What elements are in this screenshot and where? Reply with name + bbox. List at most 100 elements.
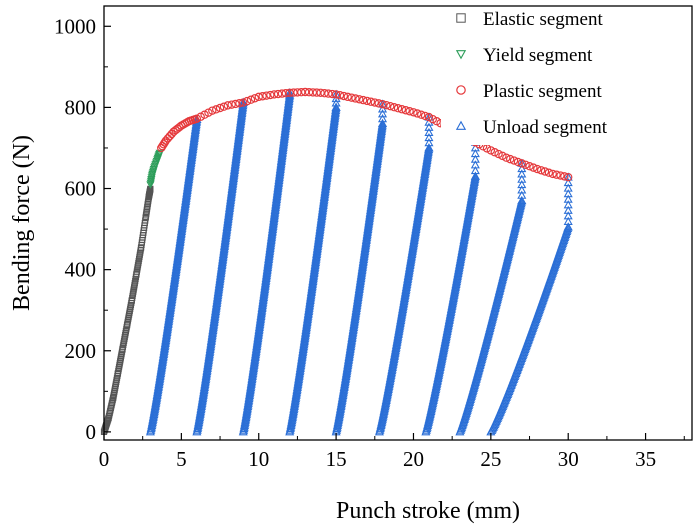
unload-point	[377, 120, 387, 129]
plastic-point	[382, 100, 391, 110]
plastic-point	[486, 146, 496, 155]
plastic-point	[239, 98, 248, 107]
plastic-point	[533, 164, 542, 174]
y-tick-label: 0	[86, 420, 97, 444]
unload-point	[424, 143, 434, 152]
plastic-point	[529, 163, 538, 172]
unload-point	[517, 174, 527, 183]
plastic-point	[273, 89, 283, 99]
plastic-point	[208, 106, 217, 115]
plot-frame	[103, 5, 693, 441]
plastic-point	[351, 94, 360, 103]
unload-point	[377, 114, 388, 123]
unload-point	[470, 165, 480, 175]
unload-point	[563, 211, 573, 220]
legend-background	[441, 7, 691, 145]
plastic-point	[386, 101, 395, 111]
plastic-point	[343, 92, 352, 102]
plot-axes: 0 5 10 15 20 25 30 35 0 200 400 600 800 1000	[54, 5, 693, 471]
plastic-point	[231, 99, 240, 109]
legend-label: Elastic segment	[483, 9, 603, 30]
plastic-point	[401, 106, 410, 115]
unload-point	[377, 99, 388, 108]
plastic-point	[262, 91, 271, 100]
unload-point	[563, 183, 573, 192]
plastic-point	[242, 96, 252, 106]
unload-point	[470, 171, 480, 180]
plastic-point	[254, 92, 263, 102]
unload-point	[377, 109, 388, 118]
plastic-point	[355, 95, 364, 104]
plastic-point	[490, 148, 499, 157]
unload-point	[517, 195, 527, 205]
plastic-point	[215, 103, 225, 113]
plastic-point	[235, 99, 244, 108]
plastic-point	[250, 94, 260, 103]
x-tick-label: 15	[326, 447, 347, 471]
legend-marker	[456, 13, 466, 23]
plastic-point	[552, 170, 561, 179]
legend-marker	[455, 120, 467, 130]
legend-marker	[456, 85, 466, 95]
unload-point	[285, 88, 295, 97]
plastic-point	[324, 89, 333, 98]
plastic-point	[219, 102, 229, 111]
unload-point	[331, 104, 341, 113]
plastic-point	[521, 160, 530, 169]
plastic-point	[370, 98, 379, 107]
x-axis-title: Punch stroke (mm)	[336, 498, 520, 524]
yield-point	[155, 149, 164, 158]
plastic-point	[389, 102, 399, 112]
plastic-point	[277, 89, 287, 98]
y-tick-label: 400	[65, 258, 97, 282]
plastic-point	[544, 168, 554, 177]
unload-point	[424, 122, 434, 131]
unload-point	[563, 172, 573, 181]
unload-point	[470, 160, 480, 169]
y-tick-label: 600	[65, 177, 97, 201]
plastic-point	[502, 153, 511, 162]
unload-point	[563, 216, 573, 225]
plastic-point	[417, 110, 426, 119]
plastic-point	[335, 91, 345, 100]
plastic-point	[331, 90, 341, 99]
unload-point	[563, 222, 573, 231]
plastic-point	[366, 97, 376, 106]
unload-point	[563, 189, 573, 198]
x-tick-label: 10	[248, 447, 269, 471]
plastic-point	[393, 104, 403, 113]
unload-point	[517, 169, 527, 178]
unload-point	[424, 138, 434, 147]
plastic-point	[405, 107, 414, 116]
plastic-point	[505, 154, 515, 164]
plastic-point	[509, 156, 519, 165]
unload-point	[563, 205, 573, 214]
unload-point	[517, 179, 527, 189]
unload-point	[563, 200, 573, 209]
plastic-point	[397, 105, 407, 114]
x-tick-label: 0	[99, 447, 110, 471]
unload-point	[517, 190, 527, 199]
plastic-point	[316, 88, 325, 98]
plastic-point	[165, 131, 174, 141]
unload-point	[331, 98, 341, 107]
plastic-point	[270, 90, 279, 99]
plastic-point	[517, 159, 526, 168]
legend: Elastic segment Yield segment Plastic segm…	[441, 7, 691, 145]
unload-point	[238, 97, 248, 106]
legend-marker	[455, 50, 467, 60]
x-tick-label: 25	[480, 447, 501, 471]
plot-marks	[100, 87, 573, 436]
plastic-point	[223, 101, 232, 110]
plastic-point	[258, 92, 267, 101]
unload-point	[563, 194, 573, 203]
unload-point	[517, 185, 527, 194]
plastic-point	[525, 162, 534, 171]
x-tick-label: 20	[403, 447, 424, 471]
y-tick-label: 1000	[54, 14, 96, 38]
plastic-point	[211, 105, 221, 114]
unload-point	[331, 102, 341, 111]
legend-label: Plastic segment	[483, 81, 602, 102]
unload-point	[470, 148, 480, 158]
plastic-point	[494, 149, 503, 159]
